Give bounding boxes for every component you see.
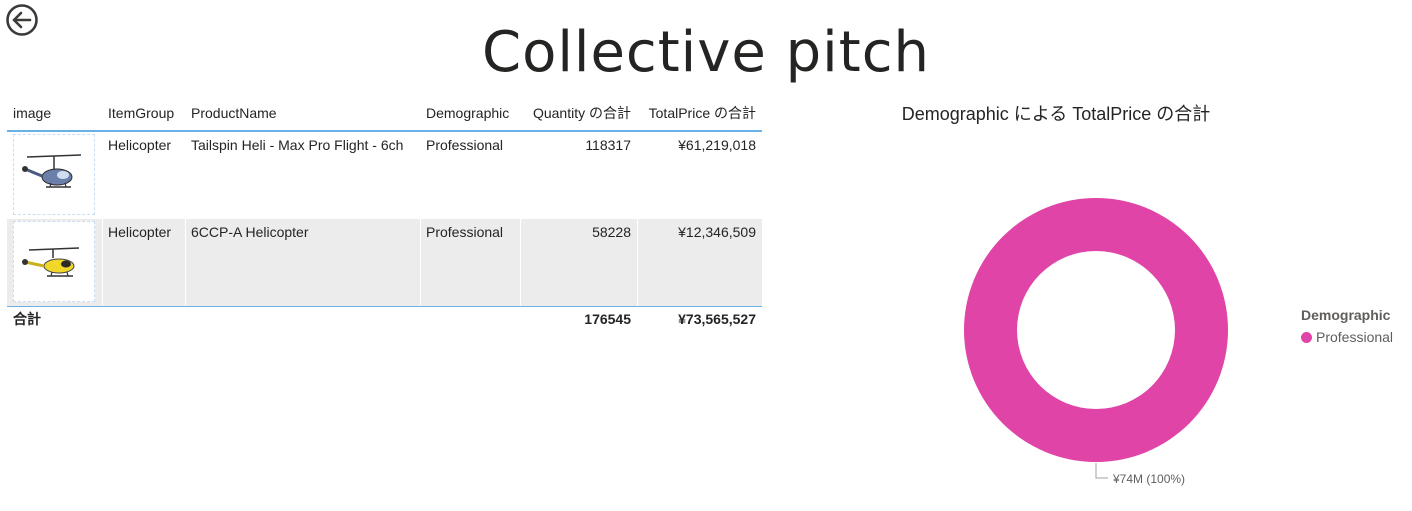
column-divider: [637, 219, 638, 306]
total-price-cell: ¥61,219,018: [678, 137, 756, 153]
helicopter-yellow-icon: [13, 221, 95, 302]
column-divider: [520, 219, 521, 306]
column-divider: [102, 219, 103, 306]
chart-legend: Demographic Professional: [1301, 307, 1393, 345]
total-price-sum: ¥73,565,527: [678, 310, 756, 327]
product-image-cell: [7, 219, 102, 302]
chart-title: Demographic による TotalPrice の合計: [901, 104, 1211, 124]
product-image-cell: [7, 132, 102, 215]
table-total-row: 合計 176545 ¥73,565,527: [7, 306, 762, 330]
legend-swatch: [1301, 331, 1312, 343]
quantity-cell: 118317: [585, 137, 631, 153]
column-header-product-name[interactable]: ProductName: [191, 105, 277, 121]
product-name-cell: Tailspin Heli - Max Pro Flight - 6ch: [191, 137, 404, 153]
data-label-leader-line: [1095, 463, 1108, 479]
donut-data-label: ¥74M (100%): [1112, 472, 1185, 486]
table-row[interactable]: Helicopter 6CCP-A Helicopter Professiona…: [7, 219, 762, 306]
item-group-cell: Helicopter: [108, 224, 172, 240]
quantity-cell: 58228: [592, 224, 631, 240]
legend-item-label: Professional: [1316, 329, 1394, 345]
total-price-cell: ¥12,346,509: [678, 224, 756, 240]
product-table: image ItemGroup ProductName Demographic …: [7, 96, 762, 330]
column-header-quantity[interactable]: Quantity の合計: [532, 105, 631, 121]
column-divider: [185, 219, 186, 306]
page-title: Collective pitch: [482, 20, 930, 85]
helicopter-blue-icon: [13, 134, 95, 215]
demographic-cell: Professional: [426, 137, 504, 153]
demographic-cell: Professional: [426, 224, 504, 240]
table-row[interactable]: Helicopter Tailspin Heli - Max Pro Fligh…: [7, 132, 762, 219]
product-name-cell: 6CCP-A Helicopter: [191, 224, 309, 240]
column-header-total-price[interactable]: TotalPrice の合計: [648, 105, 756, 121]
total-quantity: 176545: [584, 310, 631, 327]
donut-slice-professional[interactable]: [964, 198, 1228, 462]
legend-item-professional[interactable]: Professional: [1301, 329, 1393, 345]
total-label: 合計: [13, 310, 41, 327]
column-header-item-group[interactable]: ItemGroup: [108, 105, 175, 121]
table-header-row: image ItemGroup ProductName Demographic …: [7, 96, 762, 132]
item-group-cell: Helicopter: [108, 137, 172, 153]
legend-title: Demographic: [1301, 307, 1391, 323]
column-header-image[interactable]: image: [13, 105, 52, 121]
column-divider: [420, 219, 421, 306]
column-header-demographic[interactable]: Demographic: [426, 105, 510, 121]
back-arrow-icon[interactable]: [5, 3, 39, 37]
